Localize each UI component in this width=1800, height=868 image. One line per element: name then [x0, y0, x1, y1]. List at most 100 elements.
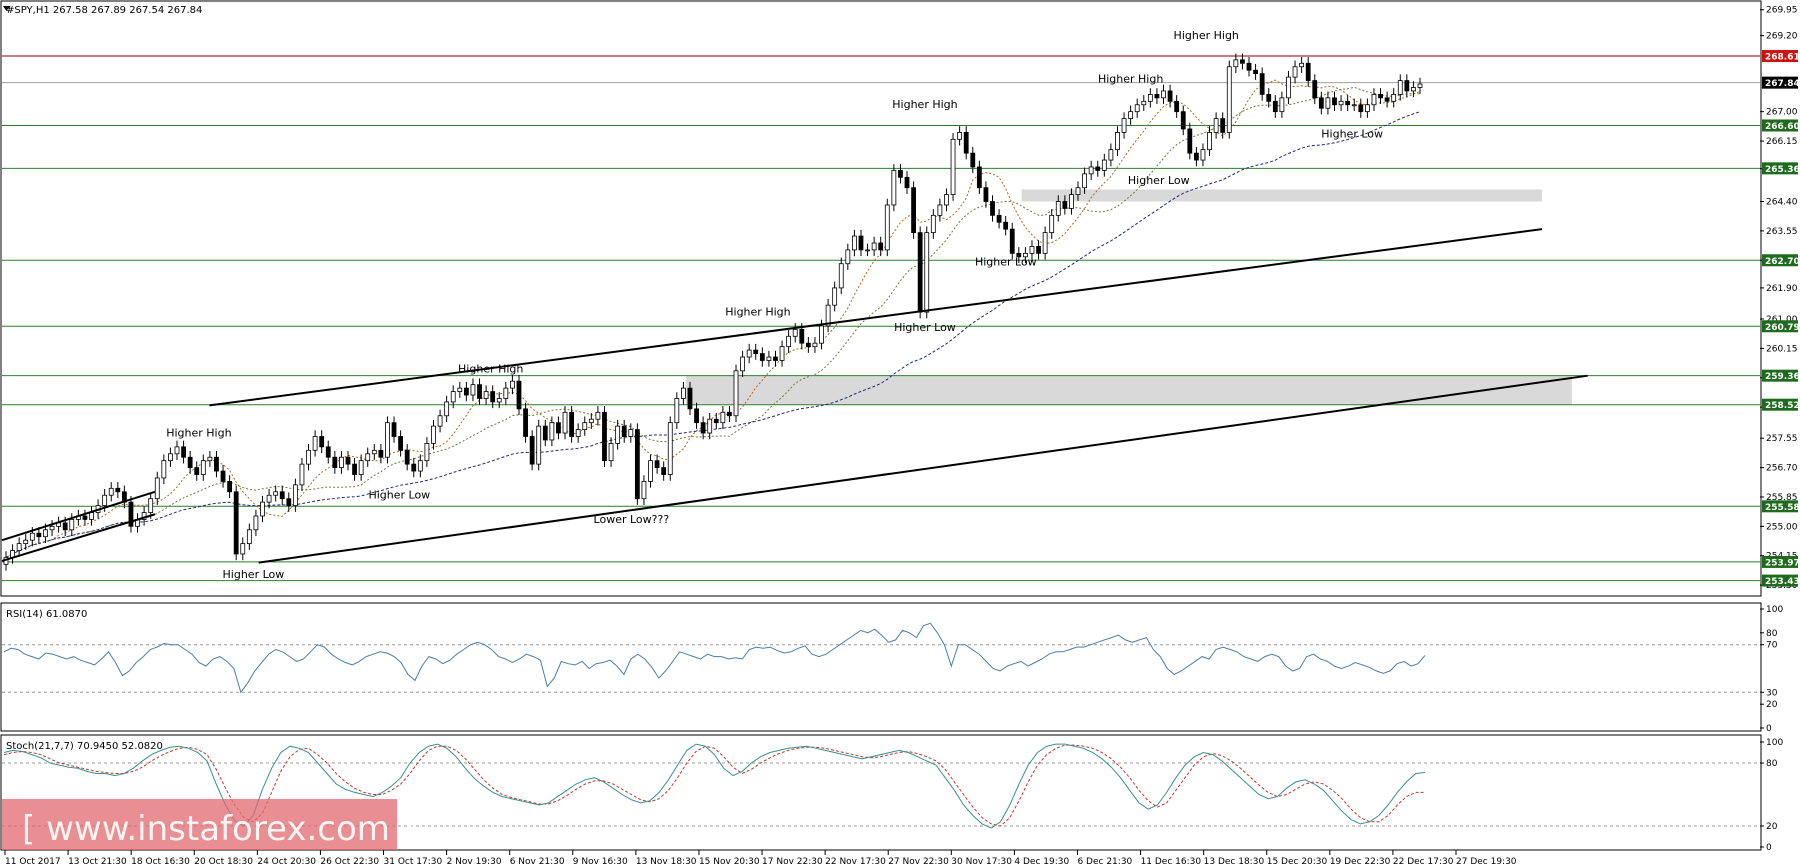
candle-body — [365, 453, 371, 462]
annotation-label: Higher High — [166, 426, 231, 439]
candle-body — [168, 453, 173, 462]
annotation-label: Higher Low — [975, 255, 1037, 268]
candle-body — [990, 201, 995, 216]
candle-body — [825, 304, 831, 327]
candle-body — [299, 463, 305, 486]
candle-body — [1338, 100, 1344, 106]
x-tick-label: 27 Dec 19:30 — [1456, 857, 1517, 867]
candle-body — [1095, 166, 1101, 171]
candle-body — [1299, 62, 1305, 68]
price-level-label: 259.36 — [1765, 372, 1800, 382]
x-tick-label: 4 Dec 19:30 — [1014, 857, 1069, 867]
candle-body — [549, 422, 555, 441]
candle-body — [575, 429, 581, 437]
annotation-label: Higher Low — [223, 568, 285, 581]
candle-body — [378, 449, 384, 458]
candle-body — [266, 494, 272, 503]
candle-body — [1364, 104, 1370, 113]
candle-body — [674, 398, 680, 424]
y-tick-label: 255.85 — [1766, 493, 1798, 503]
candle-body — [661, 467, 667, 475]
candle-body — [128, 501, 134, 527]
candle-body — [437, 415, 443, 427]
candle-body — [891, 170, 897, 206]
candle-body — [1200, 149, 1206, 161]
candle-body — [805, 342, 811, 348]
candle-body — [325, 446, 331, 458]
candle-body — [556, 422, 561, 434]
candle-body — [1220, 118, 1226, 133]
x-tick-label: 6 Nov 21:30 — [510, 857, 565, 867]
candle-body — [904, 176, 910, 189]
candle-body — [858, 235, 864, 251]
candle-body — [779, 346, 785, 361]
candle-body — [82, 515, 88, 520]
stoch-panel — [0, 734, 1762, 851]
candle-body — [181, 446, 186, 458]
candle-body — [1121, 118, 1127, 133]
candle-body — [339, 456, 344, 468]
price-level-tag — [1762, 574, 1798, 587]
candle-body — [1147, 93, 1153, 102]
x-tick-label: 24 Oct 20:30 — [257, 857, 316, 867]
candle-body — [1351, 104, 1357, 107]
x-tick-label: 26 Oct 22:30 — [320, 857, 379, 867]
candle-body — [1358, 104, 1364, 113]
candle-body — [523, 408, 528, 437]
candle-body — [970, 152, 976, 168]
candle-body — [542, 425, 548, 441]
trendline — [209, 228, 1543, 407]
annotation-label: Higher High — [458, 363, 523, 376]
candle-body — [898, 170, 903, 178]
candle-body — [36, 532, 42, 538]
candle-body — [569, 411, 574, 437]
x-tick-label: 13 Dec 18:30 — [1204, 857, 1265, 867]
candle-body — [1161, 90, 1166, 99]
price-level-label: 262.70 — [1765, 257, 1800, 267]
candle-body — [194, 467, 200, 475]
candle-body — [628, 429, 634, 437]
candle-body — [404, 449, 410, 465]
candle-body — [773, 356, 778, 361]
candle-body — [1167, 90, 1173, 102]
price-level-label: 260.79 — [1765, 323, 1800, 333]
candle-body — [174, 446, 180, 455]
price-level-label: 266.60 — [1765, 122, 1800, 132]
candle-body — [1075, 187, 1081, 196]
stoch-tick-label: 80 — [1766, 759, 1778, 769]
candle-body — [1042, 232, 1048, 254]
candle-body — [1397, 80, 1403, 95]
candle-body — [62, 522, 68, 531]
candle-body — [391, 422, 397, 437]
candle-body — [727, 411, 732, 417]
x-tick-label: 20 Oct 18:30 — [194, 857, 253, 867]
candle-body — [1036, 246, 1041, 254]
candle-body — [292, 484, 298, 507]
candle-body — [792, 328, 798, 337]
candle-body — [733, 370, 739, 417]
chart-menu-icon[interactable] — [3, 6, 10, 11]
candle-body — [1101, 159, 1107, 171]
candle-body — [1391, 93, 1397, 102]
candle-body — [937, 204, 943, 216]
price-level-tag — [1762, 500, 1798, 513]
candle-body — [917, 232, 923, 313]
candle-body — [1226, 66, 1232, 133]
candle-body — [1266, 93, 1272, 102]
candle-body — [1016, 252, 1022, 258]
candle-body — [431, 425, 436, 444]
x-tick-label: 22 Nov 17:30 — [825, 857, 886, 867]
candle-body — [260, 501, 265, 517]
candle-body — [214, 456, 219, 472]
x-tick-label: 9 Nov 16:30 — [573, 857, 628, 867]
candle-body — [1115, 132, 1120, 151]
candle-body — [510, 380, 515, 389]
candle-body — [1345, 100, 1351, 106]
candle-body — [417, 460, 423, 472]
candle-body — [1417, 83, 1423, 88]
price-level-tag — [1762, 119, 1798, 132]
candle-body — [1213, 118, 1219, 133]
main-price-panel — [0, 0, 1762, 597]
candle-body — [187, 456, 193, 468]
